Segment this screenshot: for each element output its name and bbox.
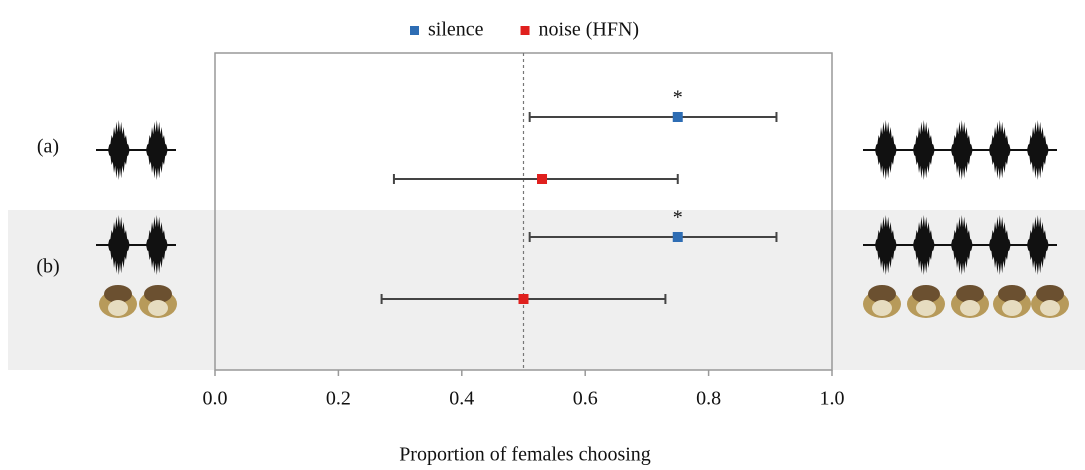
frog-head — [104, 285, 132, 303]
point — [672, 112, 683, 122]
x-tick-label: 1.0 — [820, 388, 845, 410]
significance-label: * — [673, 207, 683, 229]
point — [672, 232, 683, 242]
frog-belly — [108, 300, 128, 316]
frog-head — [912, 285, 940, 303]
category-label: (a) — [37, 136, 59, 158]
frog-belly — [1040, 300, 1060, 316]
frog-head — [956, 285, 984, 303]
legend-swatch — [520, 26, 530, 35]
x-tick-label: 0.4 — [449, 388, 474, 410]
category-label: (b) — [36, 256, 59, 278]
frog-belly — [960, 300, 980, 316]
legend-swatch — [410, 26, 419, 35]
frog-belly — [872, 300, 892, 316]
frog-belly — [916, 300, 936, 316]
x-tick-label: 0.6 — [573, 388, 598, 410]
decorations — [96, 120, 1069, 318]
point — [537, 174, 548, 184]
frog-head — [998, 285, 1026, 303]
legend-label: silence — [428, 19, 484, 41]
x-tick-label: 0.2 — [326, 388, 351, 410]
significance-label: * — [673, 87, 683, 109]
point — [518, 294, 529, 304]
legend-label: noise (HFN) — [539, 19, 640, 41]
x-axis-label: Proportion of females choosing — [399, 444, 651, 466]
frog-head — [868, 285, 896, 303]
x-tick-label: 0.8 — [696, 388, 721, 410]
frog-belly — [1002, 300, 1022, 316]
frog-belly — [148, 300, 168, 316]
x-tick-label: 0.0 — [203, 388, 228, 410]
frog-head — [144, 285, 172, 303]
frog-head — [1036, 285, 1064, 303]
